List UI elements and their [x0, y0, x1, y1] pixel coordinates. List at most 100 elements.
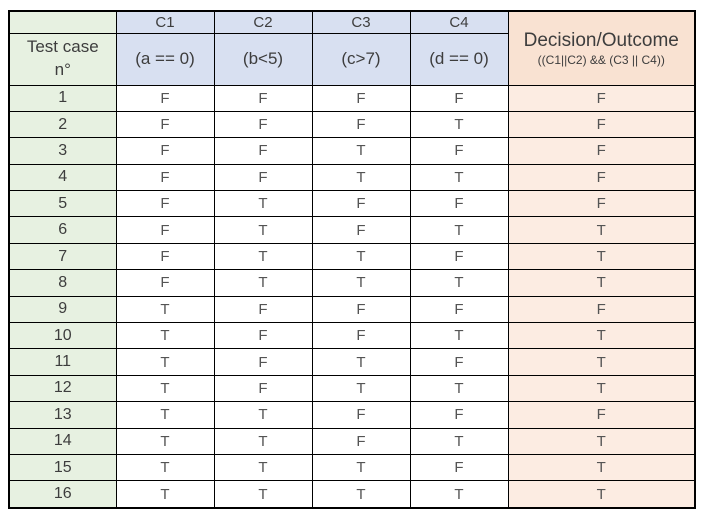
table-row: 10 T F F T T	[8, 322, 696, 350]
test-case-number: 4	[8, 163, 117, 192]
decision-value: F	[507, 401, 696, 429]
test-case-number: 3	[8, 137, 117, 165]
test-case-number: 5	[8, 190, 117, 218]
condition-value: T	[213, 269, 313, 297]
condition-expr-c2: (b<5)	[213, 32, 313, 86]
condition-value: F	[311, 110, 411, 139]
condition-value: F	[213, 137, 313, 165]
condition-value: T	[409, 216, 509, 244]
test-case-number: 1	[8, 84, 117, 112]
condition-value: T	[311, 269, 411, 297]
table-row: 14 T T F T T	[8, 427, 696, 455]
condition-value: F	[213, 295, 313, 324]
decision-value: T	[507, 322, 696, 350]
condition-value: T	[409, 269, 509, 297]
condition-value: T	[409, 163, 509, 192]
test-case-number: 10	[8, 322, 117, 350]
header-row-condition-ids: C1 C2 C3 C4 Decision/Outcome ((C1||C2) &…	[8, 10, 696, 86]
condition-value: T	[409, 322, 509, 350]
condition-value: F	[115, 110, 215, 139]
decision-value: T	[507, 374, 696, 403]
condition-value: T	[115, 374, 215, 403]
condition-value: F	[115, 137, 215, 165]
test-case-number: 9	[8, 295, 117, 324]
condition-value: F	[311, 401, 411, 429]
condition-value: F	[311, 427, 411, 455]
condition-value: T	[213, 401, 313, 429]
condition-value: T	[115, 295, 215, 324]
condition-value: T	[311, 348, 411, 376]
decision-value: F	[507, 110, 696, 139]
condition-value: T	[213, 427, 313, 455]
test-case-header: Test case n°	[8, 32, 117, 86]
decision-value: F	[507, 190, 696, 218]
condition-value: T	[115, 427, 215, 455]
condition-value: F	[311, 216, 411, 244]
condition-value: F	[213, 322, 313, 350]
condition-expr-c3: (c>7)	[311, 32, 411, 86]
column-header-c2: C2	[213, 10, 313, 34]
test-case-header-line1: Test case	[26, 37, 99, 57]
condition-value: F	[213, 84, 313, 112]
condition-value: F	[311, 295, 411, 324]
column-header-c3: C3	[311, 10, 411, 34]
condition-value: T	[115, 480, 215, 509]
test-case-number: 12	[8, 374, 117, 403]
condition-value: T	[311, 163, 411, 192]
column-header-c1: C1	[115, 10, 215, 34]
decision-formula: ((C1||C2) && (C3 || C4))	[537, 52, 665, 67]
table-row: 15 T T T F T	[8, 453, 696, 482]
test-case-number: 16	[8, 480, 117, 509]
condition-value: F	[115, 269, 215, 297]
condition-value: T	[115, 322, 215, 350]
condition-value: T	[213, 216, 313, 244]
condition-value: T	[213, 190, 313, 218]
decision-table-sheet: C1 C2 C3 C4 Decision/Outcome ((C1||C2) &…	[8, 10, 696, 509]
decision-value: T	[507, 427, 696, 455]
condition-value: T	[213, 453, 313, 482]
decision-value: T	[507, 480, 696, 509]
decision-value: F	[507, 84, 696, 112]
table-row: 16 T T T T T	[8, 480, 696, 509]
condition-value: T	[311, 242, 411, 271]
condition-value: T	[311, 374, 411, 403]
test-case-number: 11	[8, 348, 117, 376]
table-row: 13 T T F F F	[8, 401, 696, 429]
header-row-condition-exprs: Test case n° (a == 0) (b<5) (c>7) (d == …	[8, 32, 695, 86]
test-case-number: 15	[8, 453, 117, 482]
corner-cell	[8, 10, 117, 34]
condition-value: F	[409, 137, 509, 165]
test-case-number: 2	[8, 110, 117, 139]
condition-value: F	[213, 374, 313, 403]
condition-value: T	[409, 374, 509, 403]
condition-value: T	[409, 480, 509, 509]
condition-value: F	[115, 216, 215, 244]
condition-value: T	[311, 137, 411, 165]
test-case-number: 14	[8, 427, 117, 455]
condition-value: F	[311, 322, 411, 350]
condition-expr-c4: (d == 0)	[409, 32, 509, 86]
decision-value: T	[507, 242, 696, 271]
condition-value: F	[409, 401, 509, 429]
decision-value: T	[507, 348, 696, 376]
condition-value: F	[409, 348, 509, 376]
test-case-number: 7	[8, 242, 117, 271]
test-case-number: 8	[8, 269, 117, 297]
condition-value: F	[213, 348, 313, 376]
condition-value: T	[311, 453, 411, 482]
test-case-number: 6	[8, 216, 117, 244]
condition-value: T	[409, 427, 509, 455]
test-case-header-line2: n°	[54, 60, 71, 79]
condition-value: F	[409, 242, 509, 271]
decision-value: F	[507, 163, 696, 192]
test-case-number: 13	[8, 401, 117, 429]
condition-value: T	[115, 348, 215, 376]
